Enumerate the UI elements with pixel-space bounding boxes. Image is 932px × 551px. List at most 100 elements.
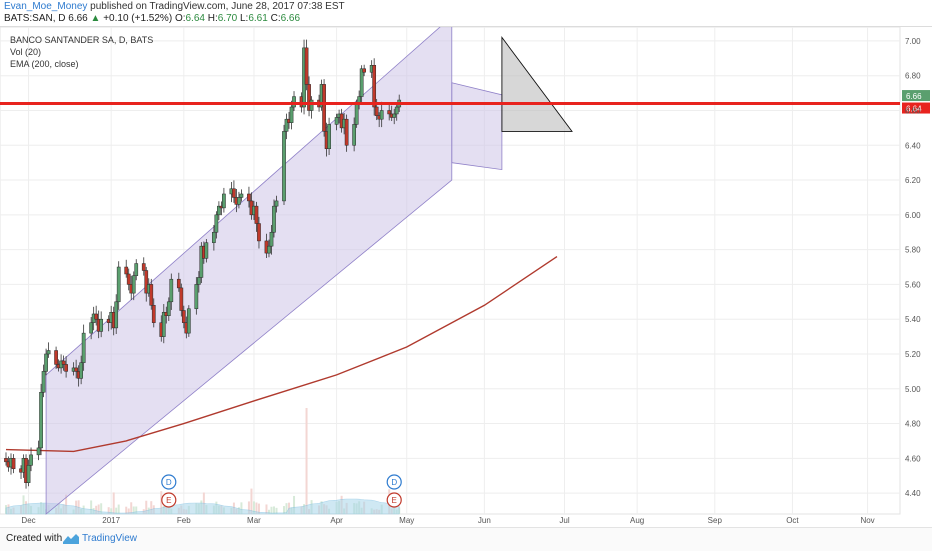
publish-info: Evan_Moe_Money published on TradingView.… xyxy=(4,1,345,12)
quote-line: BATS:SAN, D 6.66 ▲ +0.10 (+1.52%) O:6.64… xyxy=(4,13,300,24)
author-link[interactable]: Evan_Moe_Money xyxy=(4,1,88,12)
volume-bar xyxy=(305,408,308,514)
candle xyxy=(214,214,219,233)
x-tick-label: Jun xyxy=(478,516,491,525)
x-tick-label: Dec xyxy=(21,516,35,525)
candle xyxy=(239,193,244,198)
candle xyxy=(232,188,236,198)
volume-bar xyxy=(65,494,68,514)
volume-bar xyxy=(97,504,100,514)
candle xyxy=(124,266,129,275)
footer-bar: Created with TradingView xyxy=(0,527,932,551)
candle xyxy=(282,131,286,202)
candle xyxy=(307,84,311,111)
last-price: 6.66 xyxy=(68,13,88,24)
volume-bar xyxy=(135,506,138,514)
up-arrow-icon: ▲ xyxy=(90,13,101,24)
x-tick-label: Sep xyxy=(708,516,723,525)
candle xyxy=(362,68,366,73)
volume-bar xyxy=(117,504,120,514)
candle xyxy=(114,301,119,329)
volume-bar xyxy=(247,501,250,514)
volume-bar xyxy=(130,502,133,514)
candle xyxy=(284,118,289,132)
y-tick-label: 4.60 xyxy=(905,454,921,463)
candle xyxy=(392,113,397,118)
parallel-channel[interactable] xyxy=(451,82,503,171)
candle xyxy=(39,392,43,449)
legend-ema: EMA (200, close) xyxy=(10,59,79,69)
volume-bar xyxy=(250,488,253,514)
candle xyxy=(176,278,181,289)
candle xyxy=(169,278,174,303)
open-label: O: xyxy=(174,13,186,24)
candle xyxy=(126,273,131,285)
candle xyxy=(99,318,104,332)
y-tick-label: 5.80 xyxy=(905,246,921,255)
candle xyxy=(194,284,199,310)
candle xyxy=(46,350,51,355)
volume-bar xyxy=(265,504,268,514)
tradingview-logo-icon xyxy=(63,534,79,544)
volume-bar xyxy=(240,502,243,514)
x-tick-label: Apr xyxy=(330,516,343,525)
candle xyxy=(254,205,259,224)
volume-bar xyxy=(145,500,148,514)
close-value: 6.66 xyxy=(280,13,301,24)
publish-text: published on TradingView.com, June 28, 2… xyxy=(90,1,345,12)
candle xyxy=(197,277,201,285)
earnings-marker-label: E xyxy=(166,496,171,505)
x-tick-label: Nov xyxy=(860,516,874,525)
triangle-pattern[interactable] xyxy=(501,36,573,132)
candle xyxy=(74,367,78,372)
y-tick-label: 6.00 xyxy=(905,211,921,220)
candle xyxy=(222,193,226,209)
candle xyxy=(304,47,309,85)
dividend-marker[interactable] xyxy=(386,474,402,490)
volume-bar xyxy=(112,492,115,514)
price-label-text: 6.64 xyxy=(906,105,922,114)
candle xyxy=(237,197,241,205)
plot-frame xyxy=(0,27,901,515)
candle xyxy=(131,275,136,294)
volume-bar xyxy=(275,507,278,514)
volume-bar xyxy=(160,491,163,514)
dividend-marker[interactable] xyxy=(161,474,177,490)
x-tick-label: Oct xyxy=(786,516,799,525)
candle xyxy=(44,353,48,372)
candle xyxy=(61,360,66,365)
candle xyxy=(11,458,16,470)
candle xyxy=(186,308,191,334)
candle xyxy=(327,124,331,150)
y-tick-label: 7.00 xyxy=(905,37,921,46)
candle xyxy=(267,245,271,254)
tradingview-brand-link[interactable]: TradingView xyxy=(82,533,138,544)
dividend-marker-label: D xyxy=(391,478,397,487)
x-tick-label: Jul xyxy=(559,516,569,525)
y-tick-label: 5.20 xyxy=(905,350,921,359)
candle xyxy=(149,284,154,306)
parallel-channel[interactable] xyxy=(45,27,453,515)
candle xyxy=(134,263,139,276)
candle xyxy=(199,245,204,278)
candle xyxy=(334,117,339,125)
price-change: +0.10 (+1.52%) xyxy=(103,13,173,24)
candle xyxy=(269,231,274,247)
volume-bar xyxy=(285,503,288,514)
earnings-marker[interactable] xyxy=(386,492,402,508)
price-label-text: 6.66 xyxy=(906,92,922,101)
earnings-marker[interactable] xyxy=(161,492,177,508)
low-label: L: xyxy=(240,13,249,24)
dividend-marker-label: D xyxy=(166,478,172,487)
candle xyxy=(394,106,399,115)
candle xyxy=(161,311,166,337)
volume-bar xyxy=(110,508,113,514)
volume-bar xyxy=(132,506,135,514)
y-tick-label: 6.40 xyxy=(905,141,921,150)
candle xyxy=(379,110,384,120)
earnings-marker-label: E xyxy=(392,496,397,505)
candle xyxy=(116,266,121,303)
volume-bar xyxy=(252,501,255,514)
price-chart[interactable]: 6.66 6.64 7.00 6.80 6.60 6.40 6.20 6.00 5.80 5.6… xyxy=(0,27,932,527)
candle xyxy=(64,364,68,372)
